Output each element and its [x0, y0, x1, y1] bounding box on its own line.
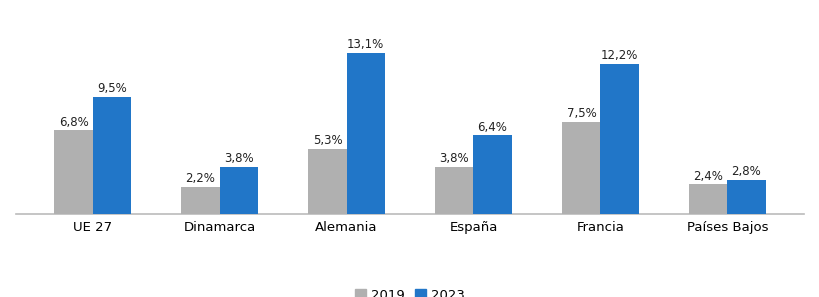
Bar	[600, 64, 638, 214]
Bar	[181, 187, 219, 214]
Text: 6,8%: 6,8%	[59, 116, 88, 129]
Text: 2,8%: 2,8%	[731, 165, 760, 178]
Bar	[473, 135, 511, 214]
Text: 12,2%: 12,2%	[600, 49, 637, 62]
Bar	[689, 184, 726, 214]
Text: 2,2%: 2,2%	[185, 172, 215, 185]
Text: 5,3%: 5,3%	[312, 134, 342, 147]
Bar	[219, 167, 257, 214]
Bar	[346, 53, 384, 214]
Legend: 2019, 2023: 2019, 2023	[351, 285, 468, 297]
Text: 7,5%: 7,5%	[566, 107, 595, 120]
Bar	[308, 149, 346, 214]
Bar	[726, 179, 765, 214]
Bar	[562, 122, 600, 214]
Bar	[435, 167, 473, 214]
Text: 6,4%: 6,4%	[477, 121, 507, 134]
Bar	[54, 130, 93, 214]
Text: 9,5%: 9,5%	[97, 83, 126, 96]
Bar	[93, 97, 130, 214]
Text: 2,4%: 2,4%	[693, 170, 722, 183]
Text: 3,8%: 3,8%	[439, 152, 468, 165]
Text: 13,1%: 13,1%	[346, 38, 384, 51]
Text: 3,8%: 3,8%	[224, 152, 253, 165]
